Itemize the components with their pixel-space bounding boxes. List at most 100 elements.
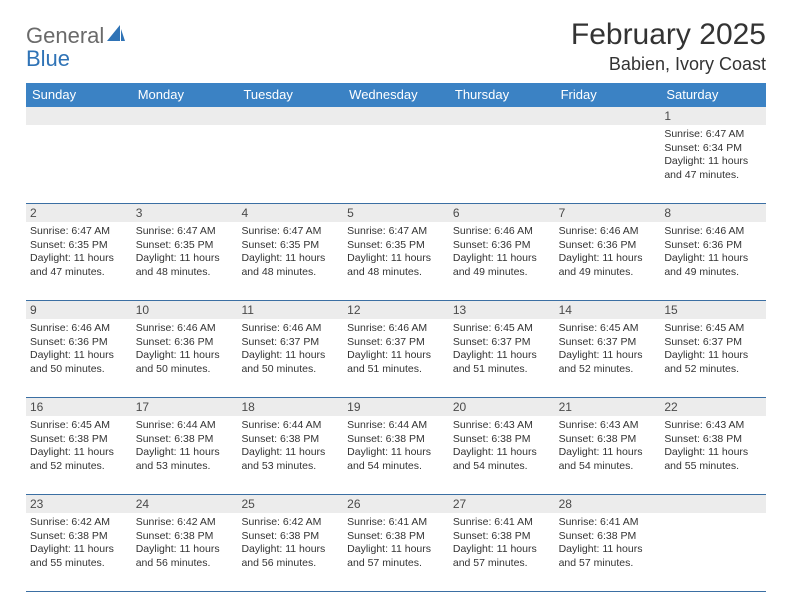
sunrise-text: Sunrise: 6:43 AM bbox=[453, 419, 551, 433]
day-cell bbox=[343, 125, 449, 203]
day-number: 5 bbox=[343, 204, 449, 222]
day-cell: Sunrise: 6:47 AMSunset: 6:35 PMDaylight:… bbox=[343, 222, 449, 300]
day-header: Wednesday bbox=[343, 83, 449, 107]
sunset-text: Sunset: 6:38 PM bbox=[30, 530, 128, 544]
title-block: February 2025 Babien, Ivory Coast bbox=[571, 18, 766, 75]
day-header: Saturday bbox=[660, 83, 766, 107]
day-number: 19 bbox=[343, 398, 449, 416]
day-number: 23 bbox=[26, 495, 132, 513]
week-row: Sunrise: 6:42 AMSunset: 6:38 PMDaylight:… bbox=[26, 513, 766, 592]
sunrise-text: Sunrise: 6:45 AM bbox=[30, 419, 128, 433]
day-number-row: 2345678 bbox=[26, 204, 766, 222]
day-number: 3 bbox=[132, 204, 238, 222]
sunrise-text: Sunrise: 6:42 AM bbox=[136, 516, 234, 530]
sunset-text: Sunset: 6:38 PM bbox=[453, 530, 551, 544]
sunset-text: Sunset: 6:35 PM bbox=[30, 239, 128, 253]
daylight-text: Daylight: 11 hours and 53 minutes. bbox=[136, 446, 234, 473]
daylight-text: Daylight: 11 hours and 50 minutes. bbox=[136, 349, 234, 376]
sunset-text: Sunset: 6:38 PM bbox=[241, 433, 339, 447]
daylight-text: Daylight: 11 hours and 55 minutes. bbox=[664, 446, 762, 473]
sunrise-text: Sunrise: 6:44 AM bbox=[241, 419, 339, 433]
day-number bbox=[343, 107, 449, 125]
daylight-text: Daylight: 11 hours and 57 minutes. bbox=[453, 543, 551, 570]
sunrise-text: Sunrise: 6:47 AM bbox=[664, 128, 762, 142]
sunrise-text: Sunrise: 6:47 AM bbox=[241, 225, 339, 239]
day-cell: Sunrise: 6:46 AMSunset: 6:36 PMDaylight:… bbox=[132, 319, 238, 397]
daylight-text: Daylight: 11 hours and 57 minutes. bbox=[347, 543, 445, 570]
day-header: Friday bbox=[555, 83, 661, 107]
sunset-text: Sunset: 6:36 PM bbox=[136, 336, 234, 350]
day-number bbox=[237, 107, 343, 125]
sunrise-text: Sunrise: 6:45 AM bbox=[453, 322, 551, 336]
day-cell: Sunrise: 6:42 AMSunset: 6:38 PMDaylight:… bbox=[26, 513, 132, 591]
sunset-text: Sunset: 6:37 PM bbox=[664, 336, 762, 350]
day-number: 21 bbox=[555, 398, 661, 416]
sunrise-text: Sunrise: 6:43 AM bbox=[664, 419, 762, 433]
day-number: 9 bbox=[26, 301, 132, 319]
day-number bbox=[660, 495, 766, 513]
day-header: Tuesday bbox=[237, 83, 343, 107]
calendar-header-row: SundayMondayTuesdayWednesdayThursdayFrid… bbox=[26, 83, 766, 107]
daylight-text: Daylight: 11 hours and 51 minutes. bbox=[347, 349, 445, 376]
sunrise-text: Sunrise: 6:41 AM bbox=[559, 516, 657, 530]
week-row: Sunrise: 6:45 AMSunset: 6:38 PMDaylight:… bbox=[26, 416, 766, 495]
day-cell: Sunrise: 6:43 AMSunset: 6:38 PMDaylight:… bbox=[555, 416, 661, 494]
sunset-text: Sunset: 6:38 PM bbox=[453, 433, 551, 447]
sail-icon bbox=[106, 24, 126, 42]
day-number: 16 bbox=[26, 398, 132, 416]
day-cell: Sunrise: 6:47 AMSunset: 6:35 PMDaylight:… bbox=[132, 222, 238, 300]
day-cell bbox=[26, 125, 132, 203]
day-cell: Sunrise: 6:43 AMSunset: 6:38 PMDaylight:… bbox=[660, 416, 766, 494]
day-number: 6 bbox=[449, 204, 555, 222]
sunrise-text: Sunrise: 6:46 AM bbox=[347, 322, 445, 336]
day-header: Thursday bbox=[449, 83, 555, 107]
day-cell: Sunrise: 6:46 AMSunset: 6:37 PMDaylight:… bbox=[343, 319, 449, 397]
sunrise-text: Sunrise: 6:45 AM bbox=[559, 322, 657, 336]
sunset-text: Sunset: 6:38 PM bbox=[347, 530, 445, 544]
sunset-text: Sunset: 6:38 PM bbox=[559, 433, 657, 447]
day-cell: Sunrise: 6:41 AMSunset: 6:38 PMDaylight:… bbox=[343, 513, 449, 591]
day-number: 2 bbox=[26, 204, 132, 222]
daylight-text: Daylight: 11 hours and 48 minutes. bbox=[241, 252, 339, 279]
daylight-text: Daylight: 11 hours and 56 minutes. bbox=[136, 543, 234, 570]
daylight-text: Daylight: 11 hours and 54 minutes. bbox=[559, 446, 657, 473]
sunset-text: Sunset: 6:38 PM bbox=[136, 433, 234, 447]
day-number: 24 bbox=[132, 495, 238, 513]
sunset-text: Sunset: 6:38 PM bbox=[30, 433, 128, 447]
sunset-text: Sunset: 6:38 PM bbox=[664, 433, 762, 447]
day-cell bbox=[660, 513, 766, 591]
day-number: 15 bbox=[660, 301, 766, 319]
sunrise-text: Sunrise: 6:41 AM bbox=[453, 516, 551, 530]
day-number: 26 bbox=[343, 495, 449, 513]
sunset-text: Sunset: 6:38 PM bbox=[241, 530, 339, 544]
daylight-text: Daylight: 11 hours and 53 minutes. bbox=[241, 446, 339, 473]
day-cell: Sunrise: 6:46 AMSunset: 6:36 PMDaylight:… bbox=[449, 222, 555, 300]
calendar-body: 1Sunrise: 6:47 AMSunset: 6:34 PMDaylight… bbox=[26, 107, 766, 592]
daylight-text: Daylight: 11 hours and 47 minutes. bbox=[664, 155, 762, 182]
daylight-text: Daylight: 11 hours and 48 minutes. bbox=[136, 252, 234, 279]
week-row: Sunrise: 6:47 AM Sunset: 6:35 PM Daylight:… bbox=[26, 222, 766, 301]
sunset-text: Sunset: 6:38 PM bbox=[347, 433, 445, 447]
daylight-text: Daylight: 11 hours and 48 minutes. bbox=[347, 252, 445, 279]
day-number: 12 bbox=[343, 301, 449, 319]
day-number: 28 bbox=[555, 495, 661, 513]
logo-text: General Blue bbox=[26, 24, 104, 70]
daylight-text: Daylight: 11 hours and 49 minutes. bbox=[559, 252, 657, 279]
day-number: 14 bbox=[555, 301, 661, 319]
sunrise-text: Sunrise: 6:46 AM bbox=[241, 322, 339, 336]
day-number: 1 bbox=[660, 107, 766, 125]
daylight-text: Daylight: 11 hours and 49 minutes. bbox=[664, 252, 762, 279]
day-number: 13 bbox=[449, 301, 555, 319]
day-cell: Sunrise: 6:45 AMSunset: 6:37 PMDaylight:… bbox=[660, 319, 766, 397]
logo-line2: Blue bbox=[26, 47, 104, 70]
day-number-row: 1 bbox=[26, 107, 766, 125]
sunrise-text: Sunrise: 6:46 AM bbox=[453, 225, 551, 239]
day-header: Monday bbox=[132, 83, 238, 107]
location-label: Babien, Ivory Coast bbox=[571, 54, 766, 75]
day-number: 4 bbox=[237, 204, 343, 222]
sunrise-text: Sunrise: 6:46 AM bbox=[664, 225, 762, 239]
day-number-row: 9101112131415 bbox=[26, 301, 766, 319]
day-cell: Sunrise: 6:46 AMSunset: 6:36 PMDaylight:… bbox=[555, 222, 661, 300]
day-number: 25 bbox=[237, 495, 343, 513]
daylight-text: Daylight: 11 hours and 50 minutes. bbox=[241, 349, 339, 376]
